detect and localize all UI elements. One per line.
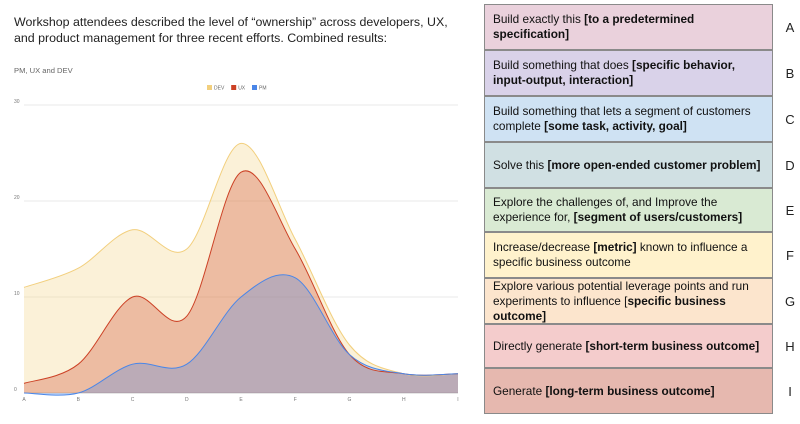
ownership-level-text: Explore the challenges of, and Improve t…: [493, 195, 764, 225]
legend-swatch-pm: [252, 85, 257, 90]
ownership-level-box: Build exactly this [to a predetermined s…: [484, 4, 773, 50]
ownership-level-i: Generate [long-term business outcome] I: [484, 368, 800, 414]
ownership-level-emphasis: [segment of users/customers]: [573, 210, 743, 224]
ownership-level-emphasis: [metric]: [593, 240, 637, 254]
y-tick-label: 30: [14, 99, 20, 105]
x-tick-label: H: [402, 397, 406, 403]
ownership-level-letter: H: [785, 338, 795, 354]
ownership-level-box: Build something that does [specific beha…: [484, 50, 773, 96]
legend-label-dev: DEV: [214, 86, 225, 92]
series-line-dev: [23, 142, 459, 377]
x-tick-label: A: [22, 397, 26, 403]
ownership-area-chart: PM, UX and DEV DEV UX PM 0 10 20 30 A B C D E F G H I: [14, 66, 459, 403]
ownership-level-emphasis: [some task, activity, goal]: [544, 119, 687, 133]
chart-areas: [24, 143, 458, 396]
ownership-level-phrase: Solve this: [493, 157, 548, 172]
ownership-level-f: Increase/decrease [metric] known to infl…: [484, 232, 800, 278]
ownership-level-box: Explore the challenges of, and Improve t…: [484, 188, 773, 232]
x-tick-label: F: [294, 397, 297, 403]
ownership-level-text: Build something that does [specific beha…: [493, 58, 764, 88]
ownership-level-c: Build something that lets a segment of c…: [484, 96, 800, 142]
series-area-pm: [24, 274, 458, 396]
ownership-level-box: Solve this [more open-ended customer pro…: [484, 142, 773, 188]
ownership-level-g: Explore various potential leverage point…: [484, 278, 800, 324]
legend-label-ux: UX: [238, 86, 246, 92]
ownership-level-phrase: Increase/decrease: [493, 240, 594, 254]
ownership-level-text: Generate [long-term business outcome]: [493, 384, 715, 399]
ownership-level-emphasis: specific business outcome]: [493, 293, 726, 323]
ownership-level-text: Explore various potential leverage point…: [493, 279, 764, 324]
x-tick-label: D: [185, 397, 189, 403]
x-tick-label: I: [457, 397, 458, 403]
series-line-pm: [23, 274, 459, 396]
ownership-level-text: Build exactly this [to a predetermined s…: [493, 12, 764, 42]
intro-text: Workshop attendees described the level o…: [14, 14, 454, 46]
series-area-dev: [24, 143, 458, 393]
ownership-level-text: Build something that lets a segment of c…: [493, 104, 764, 134]
ownership-level-letter: D: [785, 157, 795, 173]
ownership-level-letter: C: [785, 111, 795, 127]
ownership-level-phrase: Build something that does: [493, 58, 633, 72]
ownership-level-phrase: Explore various potential leverage point…: [493, 278, 749, 308]
ownership-level-text: Directly generate [short-term business o…: [493, 339, 759, 354]
ownership-level-phrase: Explore the challenges of, and Improve t…: [493, 195, 718, 224]
ownership-level-box: Build something that lets a segment of c…: [484, 96, 773, 142]
y-tick-label: 10: [14, 291, 20, 297]
ownership-level-text: Solve this [more open-ended customer pro…: [493, 158, 760, 173]
ownership-level-h: Directly generate [short-term business o…: [484, 324, 800, 368]
ownership-level-letter: F: [786, 247, 794, 263]
ownership-level-emphasis: [more open-ended customer problem]: [547, 157, 761, 172]
ownership-level-box: Generate [long-term business outcome]: [484, 368, 773, 414]
y-tick-label: 0: [14, 387, 17, 393]
legend-label-pm: PM: [259, 86, 267, 92]
ownership-level-b: Build something that does [specific beha…: [484, 50, 800, 96]
x-tick-label: E: [239, 397, 243, 403]
ownership-level-letter: G: [784, 293, 796, 309]
ownership-level-phrase: Build something that lets a segment of c…: [493, 104, 751, 133]
y-axis-ticks: 0 10 20 30: [14, 99, 20, 393]
series-area-ux: [24, 170, 458, 393]
ownership-level-emphasis: [specific behavior, input-output, intera…: [493, 58, 735, 87]
series-line-ux: [23, 170, 459, 384]
ownership-level-emphasis: [short-term business outcome]: [585, 338, 760, 353]
ownership-level-phrase: known to influence a specific business o…: [493, 240, 748, 269]
ownership-level-a: Build exactly this [to a predetermined s…: [484, 4, 800, 50]
ownership-level-box: Explore various potential leverage point…: [484, 278, 773, 324]
ownership-level-text: Increase/decrease [metric] known to infl…: [493, 240, 764, 270]
chart-grid: [24, 104, 458, 394]
ownership-level-phrase: Directly generate: [493, 338, 586, 353]
ownership-level-emphasis: [long-term business outcome]: [545, 383, 715, 398]
ownership-level-e: Explore the challenges of, and Improve t…: [484, 188, 800, 232]
y-tick-label: 20: [14, 195, 20, 201]
ownership-level-emphasis: [to a predetermined specification]: [493, 12, 695, 41]
chart-title: PM, UX and DEV: [14, 66, 74, 75]
ownership-level-box: Increase/decrease [metric] known to infl…: [484, 232, 773, 278]
ownership-level-letter: B: [785, 65, 795, 81]
x-tick-label: B: [77, 397, 81, 403]
x-axis-ticks: A B C D E F G H I: [22, 397, 458, 403]
chart-legend: DEV UX PM: [207, 85, 267, 92]
chart-lines: [23, 142, 459, 396]
intro-line-2: and product management for three recent …: [14, 31, 388, 45]
ownership-level-box: Directly generate [short-term business o…: [484, 324, 773, 368]
ownership-level-letter: E: [785, 202, 795, 218]
ownership-level-d: Solve this [more open-ended customer pro…: [484, 142, 800, 188]
ownership-level-letter: I: [788, 383, 792, 399]
x-tick-label: G: [348, 397, 352, 403]
legend-swatch-ux: [231, 85, 237, 90]
intro-line-1: Workshop attendees described the level o…: [14, 15, 448, 29]
ownership-level-phrase: Generate: [493, 383, 546, 398]
ownership-level-letter: A: [785, 19, 795, 35]
x-tick-label: C: [131, 397, 135, 403]
legend-swatch-dev: [207, 85, 212, 90]
ownership-level-phrase: Build exactly this: [493, 12, 585, 26]
